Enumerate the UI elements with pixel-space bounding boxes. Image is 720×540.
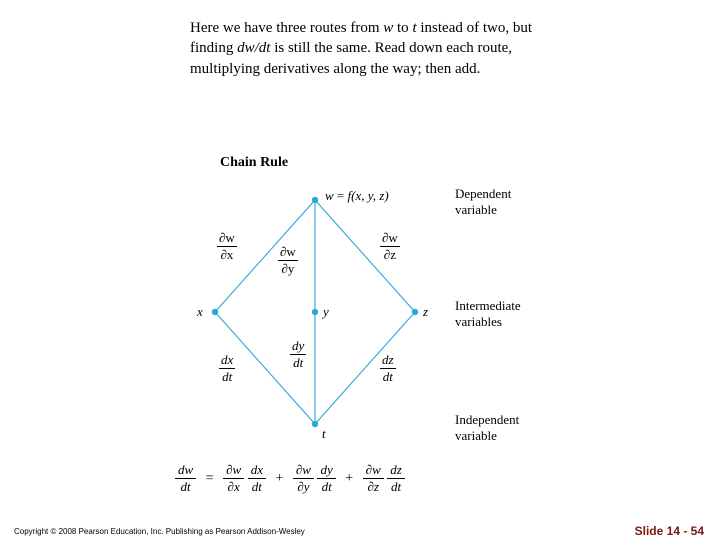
label-y: y xyxy=(323,304,329,320)
copyright-text: Copyright © 2008 Pearson Education, Inc.… xyxy=(14,527,305,536)
label-w: w = f(x, y, z) xyxy=(325,188,389,204)
label-w-var: w xyxy=(325,188,334,203)
edge-label-dw-dx: ∂w∂x xyxy=(217,230,237,263)
side-label-dependent: Dependent variable xyxy=(455,186,511,218)
slide-page: Here we have three routes from w to t in… xyxy=(0,0,720,540)
edge-label-dw-dy: ∂w∂y xyxy=(278,244,298,277)
eq-t2b: dydt xyxy=(317,462,335,495)
side-label-independent: Independent variable xyxy=(455,412,519,444)
slide-number: Slide 14 - 54 xyxy=(635,524,704,538)
intro-w: w xyxy=(383,20,393,36)
chain-rule-diagram: w = f(x, y, z) x y z t ∂w∂x ∂w∂y ∂w∂z dx… xyxy=(155,182,555,457)
eq-t3b: dzdt xyxy=(387,462,405,495)
label-x: x xyxy=(197,304,203,320)
chain-rule-equation: dwdt = ∂w∂x dxdt + ∂w∂y dydt + ∂w∂z dzdt xyxy=(175,462,405,495)
edge-label-dw-dz: ∂w∂z xyxy=(380,230,400,263)
side-label-intermediate: Intermediate variables xyxy=(455,298,521,330)
label-z: z xyxy=(423,304,428,320)
slide-num: 14 - 54 xyxy=(667,524,704,538)
edge-label-dy-dt: dydt xyxy=(290,338,306,371)
node-y xyxy=(312,309,318,315)
eq-lhs: dwdt xyxy=(175,462,196,495)
eq-plus-1: + xyxy=(269,471,289,486)
node-w xyxy=(312,197,318,203)
edge-w-z xyxy=(315,200,415,312)
label-w-f: f(x, y, z) xyxy=(348,188,389,203)
eq-equals: = xyxy=(200,471,220,486)
node-x xyxy=(212,309,218,315)
intro-text-1: Here we have three routes from xyxy=(190,20,383,36)
edge-label-dx-dt: dxdt xyxy=(219,352,235,385)
eq-t1b: dxdt xyxy=(248,462,266,495)
eq-t3a: ∂w∂z xyxy=(363,462,384,495)
intro-dwdt: dw/dt xyxy=(237,40,270,56)
slide-pre: Slide xyxy=(635,524,667,538)
edge-label-dz-dt: dzdt xyxy=(380,352,396,385)
intro-text-2: to xyxy=(393,20,412,36)
node-z xyxy=(412,309,418,315)
edge-z-t xyxy=(315,312,415,424)
eq-t1a: ∂w∂x xyxy=(223,462,244,495)
label-t: t xyxy=(322,426,326,442)
eq-plus-2: + xyxy=(339,471,359,486)
eq-t2a: ∂w∂y xyxy=(293,462,314,495)
intro-paragraph: Here we have three routes from w to t in… xyxy=(190,18,540,79)
node-t xyxy=(312,421,318,427)
footer: Copyright © 2008 Pearson Education, Inc.… xyxy=(0,522,720,540)
label-w-eq: = xyxy=(334,188,348,203)
chain-rule-title: Chain Rule xyxy=(220,155,288,171)
